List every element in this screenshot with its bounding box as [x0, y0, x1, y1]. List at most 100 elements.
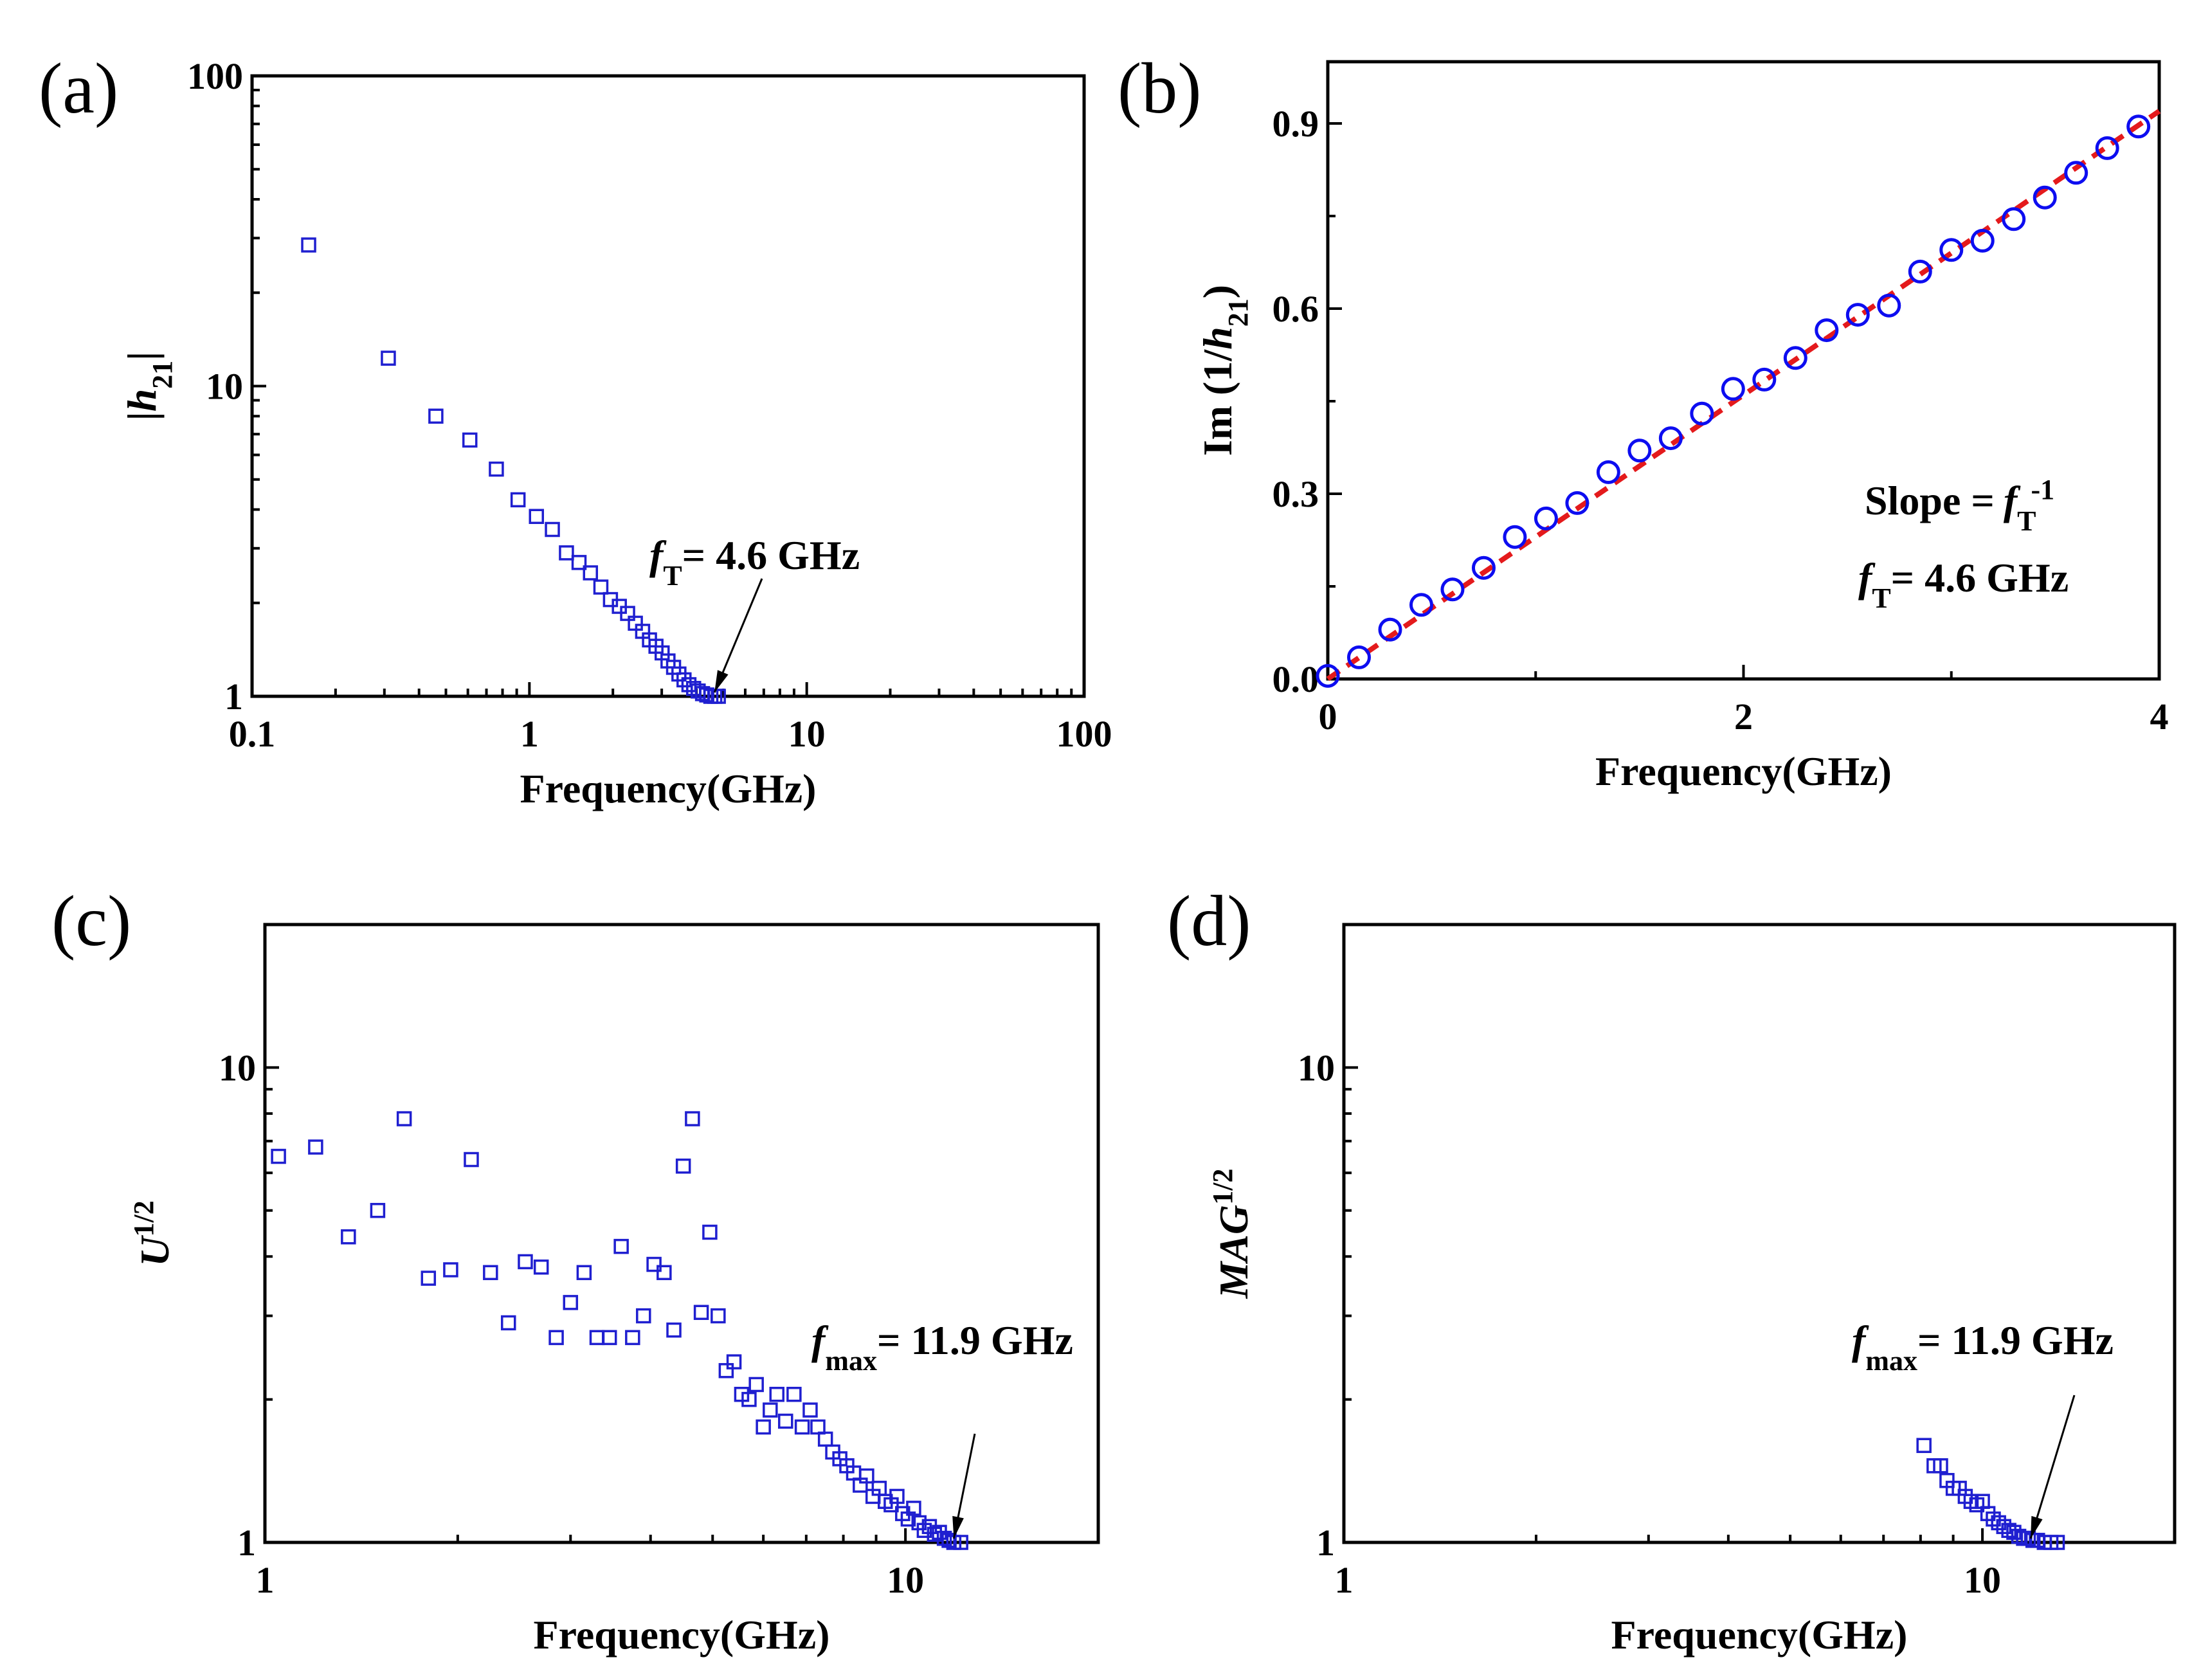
data-point	[1752, 367, 1777, 392]
data-point	[1627, 438, 1652, 463]
y-tick-label: 1	[224, 676, 243, 718]
data-point	[510, 492, 526, 508]
data-point	[763, 1402, 778, 1418]
data-point	[718, 1363, 734, 1378]
annotation-arrow-head	[714, 670, 729, 692]
series-points	[1316, 114, 2151, 688]
data-point	[571, 555, 587, 570]
y-tick-label: 10	[219, 1047, 256, 1088]
fit-line	[1326, 109, 2161, 682]
x-tick-label: 10	[1964, 1559, 2001, 1601]
data-point	[676, 672, 692, 688]
ft-annotation: fT= 4.6 GHz	[1858, 555, 2069, 614]
data-point	[711, 689, 726, 704]
data-point	[559, 545, 574, 561]
data-point	[370, 1202, 386, 1218]
data-point	[341, 1229, 356, 1245]
annotation-arrow-line	[2029, 1395, 2076, 1539]
panel-letter: (c)	[51, 881, 131, 961]
data-point	[711, 1308, 726, 1324]
x-tick-label: 1	[520, 713, 539, 755]
data-point	[911, 1515, 927, 1531]
x-tick-label: 2	[1734, 696, 1753, 737]
panel-letter: (a)	[39, 49, 118, 129]
plot-frame	[263, 923, 1100, 1544]
data-point	[936, 1530, 952, 1546]
data-point	[810, 1419, 826, 1435]
data-point	[308, 1139, 323, 1155]
data-point	[500, 1315, 516, 1331]
panel-a: (a)0.1 1 10 100110100Frequency(GHz)|h21|fT=…	[39, 49, 1112, 811]
data-point	[1440, 577, 1465, 602]
data-point	[301, 237, 316, 253]
x-axis-title: Frequency(GHz)	[1595, 748, 1892, 794]
data-point	[625, 1330, 640, 1346]
data-point	[620, 606, 635, 621]
data-point	[2002, 207, 2026, 231]
x-tick-label: 0	[1319, 696, 1337, 737]
panel-c: (c) 1 10 1 10 Frequency(GHz) U1/2 fmax= 11.9 GH…	[51, 881, 1100, 1657]
y-tick-label: 10	[1298, 1047, 1335, 1088]
data-point	[1378, 617, 1402, 642]
x-tick-label: 4	[2150, 696, 2169, 737]
y-tick-label: 0.9	[1273, 103, 1319, 145]
y-tick-label: 0.3	[1273, 473, 1319, 515]
data-point	[1916, 1438, 1932, 1453]
data-point	[794, 1419, 810, 1435]
data-point	[769, 1386, 785, 1402]
data-point	[589, 1330, 605, 1346]
data-point	[583, 565, 599, 581]
data-point	[726, 1354, 742, 1369]
x-axis-title: Frequency(GHz)	[1611, 1612, 1908, 1657]
data-point	[1658, 426, 1683, 451]
data-point	[1471, 555, 1496, 580]
y-tick-label: 10	[206, 366, 243, 408]
data-point	[1721, 377, 1745, 401]
data-point	[2020, 1530, 2036, 1546]
data-point	[563, 1295, 579, 1310]
data-point	[489, 461, 504, 477]
plot-frame	[250, 74, 1086, 698]
data-point	[613, 1238, 629, 1254]
y-tick-label: 1	[1316, 1522, 1335, 1564]
data-point	[666, 1322, 682, 1338]
data-point	[699, 687, 714, 703]
data-point	[685, 1111, 700, 1126]
data-point	[1596, 460, 1620, 484]
data-point	[2011, 1528, 2027, 1544]
data-point	[271, 1148, 286, 1164]
slope-annotation: Slope = fT-1	[1865, 474, 2054, 537]
x-axis-title: Frequency(GHz)	[534, 1612, 830, 1657]
data-point	[953, 1535, 968, 1550]
data-point	[464, 1152, 479, 1168]
data-point	[693, 1305, 709, 1321]
data-point	[889, 1488, 905, 1504]
data-point	[483, 1265, 498, 1281]
data-point	[1845, 303, 1870, 327]
data-point	[1933, 1458, 1948, 1474]
fmax-annotation: fmax= 11.9 GHz	[1852, 1317, 2114, 1377]
data-point	[657, 1265, 672, 1281]
data-point	[2095, 136, 2119, 160]
y-axis-title: |h21|	[119, 352, 178, 421]
y-tick-label: 0.6	[1273, 288, 1319, 330]
data-point	[1346, 645, 1371, 669]
data-point	[593, 579, 609, 595]
data-point	[778, 1413, 793, 1429]
data-point	[529, 509, 544, 525]
data-point	[381, 350, 396, 366]
x-tick-label: 10	[788, 713, 826, 755]
annotation-arrow-head	[952, 1515, 964, 1539]
data-point	[741, 1391, 757, 1407]
data-point	[941, 1533, 957, 1548]
panel-b: (b) 0 2 4 0.0 0.3 0.6 0.9 Frequency(GHz) Im (1/h2…	[1118, 49, 2169, 794]
series-points	[301, 237, 726, 704]
x-tick-label: 100	[1056, 713, 1112, 755]
y-tick-label: 1	[237, 1522, 256, 1564]
data-point	[817, 1431, 833, 1447]
data-point	[702, 1224, 718, 1240]
data-point	[1565, 491, 1590, 515]
x-axis-title: Frequency(GHz)	[520, 766, 817, 811]
data-point	[428, 408, 444, 424]
